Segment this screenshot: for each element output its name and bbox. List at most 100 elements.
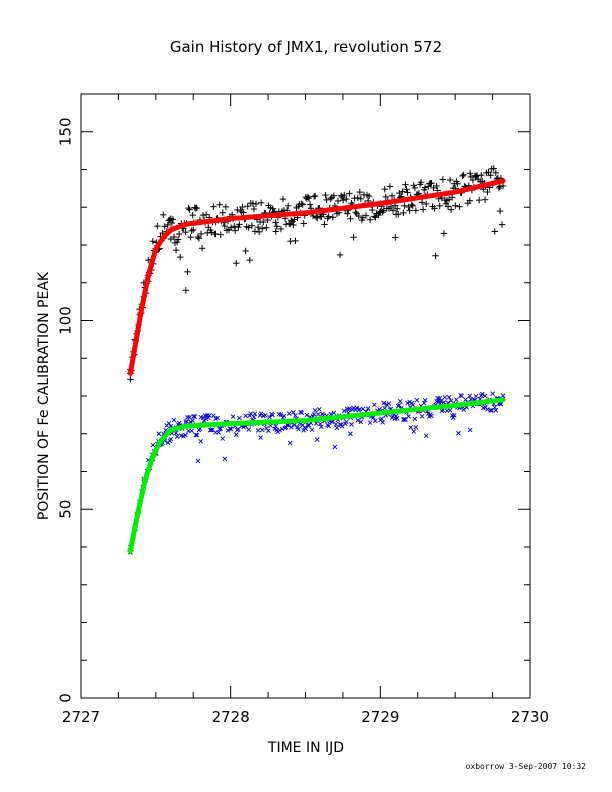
y-tick-label: 50 xyxy=(57,500,75,519)
data-point-plus xyxy=(244,203,251,210)
data-point-x xyxy=(459,393,464,399)
data-point-x xyxy=(237,415,242,421)
data-point-plus xyxy=(425,183,432,190)
data-point-plus xyxy=(161,223,168,230)
data-point-plus xyxy=(227,224,235,231)
data-point-plus xyxy=(337,192,345,199)
data-point-x xyxy=(488,407,493,413)
data-point-x xyxy=(446,394,452,400)
data-point-plus xyxy=(354,194,361,202)
data-point-plus xyxy=(422,184,429,191)
data-point-x xyxy=(365,406,371,411)
data-point-plus xyxy=(182,228,189,236)
data-point-x xyxy=(291,410,296,415)
data-point-x xyxy=(251,414,257,420)
data-point-x xyxy=(373,418,378,424)
data-point-x xyxy=(493,407,499,413)
data-point-x xyxy=(156,431,162,437)
data-point-plus xyxy=(382,193,389,201)
data-point-plus xyxy=(263,224,270,231)
data-point-plus xyxy=(190,226,197,234)
data-point-plus xyxy=(160,211,167,218)
data-point-x xyxy=(206,413,212,418)
data-point-plus xyxy=(440,230,448,237)
data-point-plus xyxy=(272,228,279,235)
data-point-x xyxy=(168,436,174,442)
data-point-plus xyxy=(423,200,430,208)
data-point-plus xyxy=(386,183,394,190)
data-point-x xyxy=(408,425,413,430)
data-point-plus xyxy=(350,234,357,241)
data-point-plus xyxy=(170,233,178,241)
data-point-plus xyxy=(499,182,507,190)
data-point-x xyxy=(194,432,200,438)
data-point-plus xyxy=(284,202,292,209)
data-point-x xyxy=(166,420,172,426)
data-point-x xyxy=(252,411,258,417)
data-point-x xyxy=(311,412,317,417)
data-point-plus xyxy=(436,202,443,209)
data-point-plus xyxy=(460,171,467,179)
data-point-plus xyxy=(343,195,350,203)
data-point-plus xyxy=(452,202,459,209)
data-point-x xyxy=(437,395,443,401)
data-point-plus xyxy=(346,190,353,197)
data-point-x xyxy=(413,424,419,430)
data-point-plus xyxy=(186,206,193,213)
data-point-plus xyxy=(392,234,399,241)
data-point-plus xyxy=(475,196,483,204)
data-point-x xyxy=(393,413,399,419)
data-point-plus xyxy=(194,233,202,241)
data-point-plus xyxy=(272,219,279,226)
data-point-plus xyxy=(411,184,419,192)
data-point-plus xyxy=(417,179,425,186)
lower-fit-marker xyxy=(149,452,157,460)
data-point-plus xyxy=(334,197,342,205)
data-point-plus xyxy=(433,182,440,190)
data-point-plus xyxy=(149,238,157,245)
data-point-plus xyxy=(217,231,224,238)
upper-fit-marker xyxy=(159,233,167,241)
data-point-plus xyxy=(167,215,174,222)
data-point-plus xyxy=(400,209,407,217)
data-point-x xyxy=(193,432,199,438)
data-point-plus xyxy=(496,183,504,190)
data-point-x xyxy=(303,426,309,432)
lower-fit-marker xyxy=(141,475,149,483)
data-point-plus xyxy=(469,176,477,184)
data-point-plus xyxy=(246,256,253,264)
data-point-plus xyxy=(230,223,238,230)
data-point-plus xyxy=(401,202,408,209)
data-point-x xyxy=(278,412,284,417)
data-point-plus xyxy=(221,222,229,230)
data-point-plus xyxy=(305,194,313,202)
data-point-plus xyxy=(321,221,328,228)
y-axis-title: POSITION OF Fe CALIBRATION PEAK xyxy=(36,271,52,520)
data-point-x xyxy=(287,440,293,446)
data-point-x xyxy=(318,421,323,427)
data-point-x xyxy=(259,427,265,433)
data-point-plus xyxy=(388,192,396,200)
data-point-x xyxy=(333,422,339,427)
data-point-plus xyxy=(369,206,376,214)
data-point-plus xyxy=(164,221,171,229)
data-point-x xyxy=(211,413,216,419)
data-point-plus xyxy=(412,207,420,214)
x-tick-label: 2730 xyxy=(511,708,549,726)
data-point-plus xyxy=(210,203,217,210)
data-point-x xyxy=(233,432,239,437)
data-point-plus xyxy=(240,209,247,216)
data-point-plus xyxy=(439,176,447,183)
data-point-x xyxy=(379,416,384,422)
data-point-plus xyxy=(496,207,504,215)
data-point-x xyxy=(228,426,234,432)
data-point-x xyxy=(441,400,447,405)
data-point-x xyxy=(275,429,281,435)
data-point-plus xyxy=(239,203,246,211)
data-point-plus xyxy=(447,206,455,213)
data-point-x xyxy=(314,437,320,442)
data-point-plus xyxy=(418,199,426,206)
data-point-x xyxy=(270,412,275,418)
data-point-plus xyxy=(432,252,439,259)
